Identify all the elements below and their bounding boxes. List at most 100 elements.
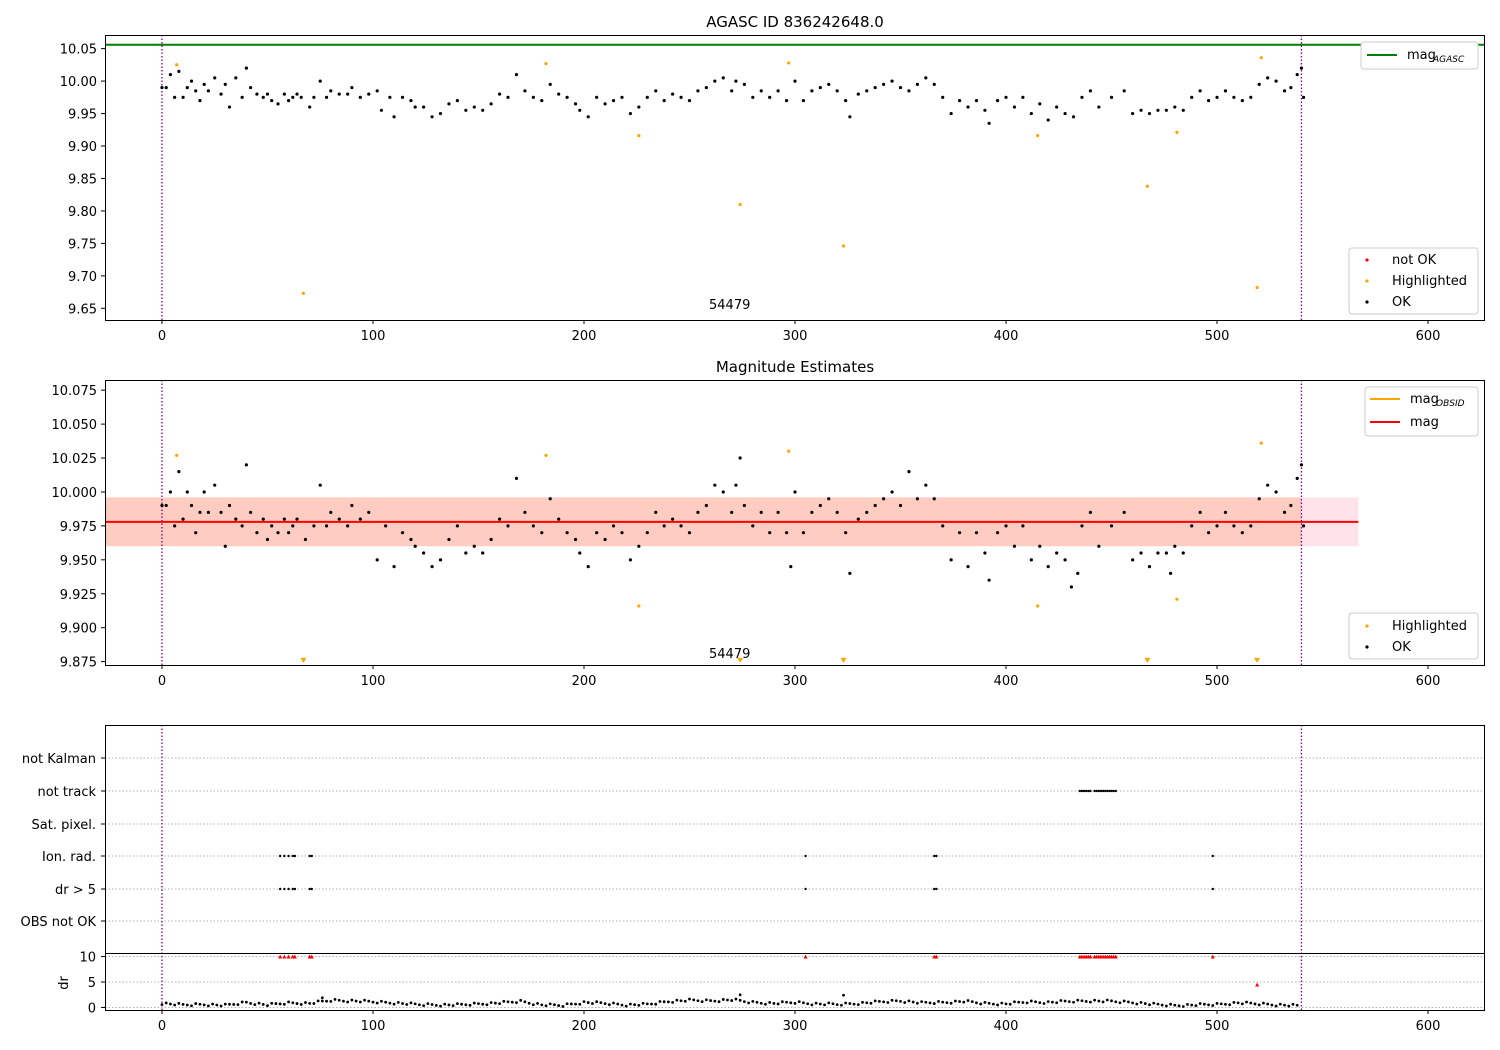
dr-ok-point <box>1207 1003 1210 1007</box>
highlighted-point <box>787 61 791 65</box>
flag-row-label: Ion. rad. <box>42 850 96 865</box>
dr-ok-point <box>1164 1004 1168 1008</box>
dr-ok-point <box>354 999 358 1003</box>
ok-point <box>1282 89 1287 93</box>
legend-ok-label: OK <box>1392 640 1411 655</box>
dr-not-ok-point <box>1210 954 1215 959</box>
dr-ok-point <box>401 1002 404 1005</box>
dr-ok-point <box>1211 1004 1215 1007</box>
ok-point <box>447 102 451 106</box>
dr-ok-point <box>1177 1004 1181 1008</box>
highlighted-point <box>787 449 791 453</box>
dr-ok-point <box>1194 1004 1198 1008</box>
dr-ok-point <box>970 1000 974 1004</box>
ok-point <box>1223 89 1228 93</box>
flag-point <box>1089 789 1092 793</box>
ok-point <box>198 510 202 514</box>
dr-ok-point <box>519 998 523 1002</box>
dr-ok-point <box>1000 1001 1004 1005</box>
dr-ok-point <box>1224 1002 1227 1006</box>
flag-point <box>1108 789 1111 793</box>
dr-ok-point <box>1249 1001 1253 1005</box>
dr-ok-point <box>244 1000 248 1004</box>
dr-ok-point <box>215 1003 219 1007</box>
dr-ok-point <box>941 1000 945 1004</box>
dr-ok-point <box>320 999 324 1003</box>
dr-ok-point <box>287 1000 290 1004</box>
highlighted-point <box>637 134 641 138</box>
flag-point <box>1080 789 1084 793</box>
x-tick-label: 500 <box>1205 329 1230 344</box>
flag-point <box>310 887 313 891</box>
dr-ok-point <box>274 1002 278 1005</box>
legend-not-ok-marker <box>1365 258 1369 262</box>
ok-point <box>835 89 839 93</box>
dr-ok-point <box>578 1002 582 1006</box>
dr-ok-point <box>569 1002 573 1006</box>
flag-point <box>310 854 313 858</box>
dr-ok-point <box>498 1002 501 1006</box>
dr-ok-point <box>671 1001 675 1004</box>
dr-ok-point <box>1063 999 1067 1003</box>
dr-ok-point <box>422 1004 426 1008</box>
ok-point <box>759 510 763 514</box>
panel1-title: AGASC ID 836242648.0 <box>706 13 884 31</box>
x-tick-label: 300 <box>783 1019 808 1034</box>
dr-ok-point <box>413 1002 417 1006</box>
dr-ok-point <box>430 1003 434 1006</box>
ok-point <box>1088 510 1093 514</box>
panel2-legend-bottom: Highlighted OK <box>1348 612 1479 660</box>
ok-point <box>768 95 772 99</box>
dr-ok-point <box>1198 1002 1202 1005</box>
dr-ok-point <box>337 998 341 1002</box>
ok-point <box>540 98 544 103</box>
ok-point <box>586 115 590 119</box>
dr-ok-point <box>536 1002 539 1005</box>
ok-point <box>1156 108 1160 112</box>
ok-point <box>1055 551 1059 555</box>
x-tick-label: 400 <box>994 674 1019 689</box>
ok-point <box>1301 524 1306 528</box>
dr-ok-point <box>1240 1002 1244 1006</box>
ok-point <box>308 105 312 109</box>
dr-ok-point <box>1126 1000 1130 1004</box>
dr-ok-point <box>1059 999 1063 1002</box>
dr-ok-point <box>996 1003 999 1007</box>
dr-ok-point <box>696 999 700 1003</box>
dr-ok-point <box>1186 1002 1189 1006</box>
dr-ok-point <box>1160 1003 1164 1007</box>
flag-point <box>308 887 311 891</box>
dr-ok-point <box>434 1004 438 1007</box>
ok-point <box>375 558 379 562</box>
ok-point <box>1147 565 1152 569</box>
ok-point <box>1173 105 1177 109</box>
panel2-annotation: 54479 <box>709 647 750 662</box>
dr-ok-point <box>363 998 366 1002</box>
dr-ok-point <box>1122 999 1126 1003</box>
dr-ok-point <box>574 1002 577 1006</box>
ok-point <box>261 95 265 99</box>
flag-point <box>283 887 286 891</box>
dr-ok-point <box>991 1002 995 1006</box>
dr-ok-point <box>755 1000 759 1004</box>
dr-ok-point <box>658 1000 662 1003</box>
ok-point <box>713 79 717 83</box>
ok-point <box>350 85 354 90</box>
ok-point <box>1215 524 1219 528</box>
ok-point <box>1190 95 1194 99</box>
x-tick-label: 0 <box>158 329 166 344</box>
ok-point <box>540 531 544 535</box>
dr-ok-point <box>185 1003 189 1007</box>
ok-point <box>286 531 291 535</box>
dr-ok-point <box>439 1004 442 1008</box>
ok-point <box>1295 73 1299 77</box>
ok-point <box>987 121 991 125</box>
ok-point <box>793 490 797 494</box>
dr-ok-point <box>396 1001 400 1004</box>
highlighted-point <box>1259 441 1263 445</box>
ok-point <box>548 497 552 501</box>
dr-ok-point <box>582 1000 586 1003</box>
ok-point <box>1004 95 1008 99</box>
dr-ok-point <box>1038 1001 1042 1005</box>
highlighted-point <box>1036 604 1040 608</box>
